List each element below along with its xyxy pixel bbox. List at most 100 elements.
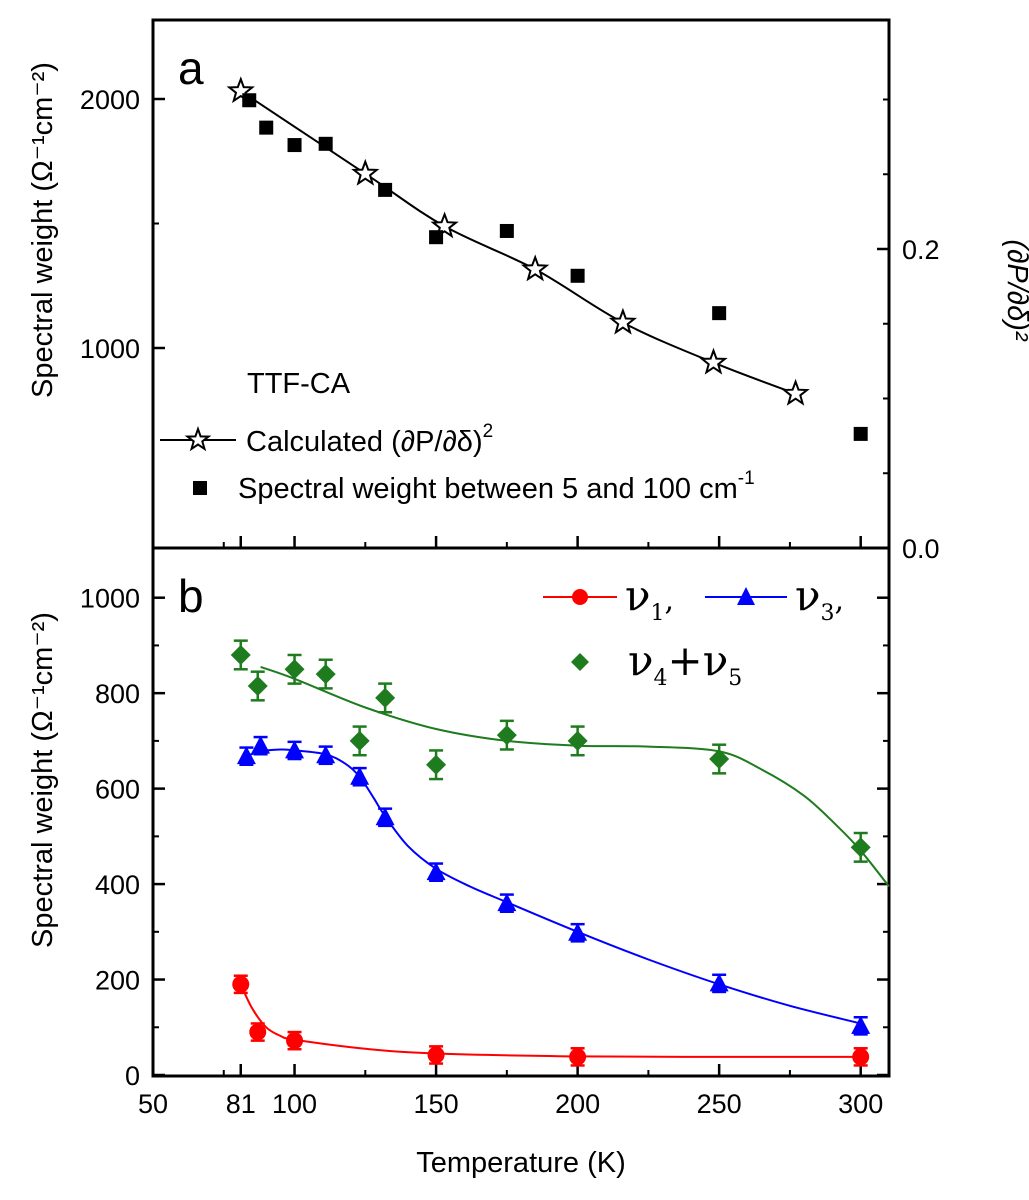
panel-b-letter: b <box>178 570 204 622</box>
calculated-star-point <box>781 378 810 406</box>
spectral-weight-square <box>570 268 585 283</box>
legend-calculated-sup: 2 <box>483 421 494 442</box>
legend-calculated-label: Calculated (∂P/∂δ)2 <box>246 421 493 458</box>
nu45-point <box>496 725 517 746</box>
legend-nu3-label: ν3, <box>795 571 844 626</box>
nu3-point <box>426 862 446 881</box>
nu1-point <box>232 975 250 993</box>
nu45-point <box>567 730 588 751</box>
nu45-fit-line <box>260 665 890 888</box>
nu45-point <box>349 730 370 751</box>
legend-b: ν1, ν3, ν4+ν5 <box>543 571 844 691</box>
calculated-star-point <box>608 307 638 335</box>
nu1-point <box>249 1023 267 1041</box>
nu45-point <box>375 687 396 708</box>
spectral-weight-square <box>287 138 302 153</box>
nu3-point <box>285 740 305 759</box>
nu45-point <box>284 659 305 680</box>
nu3-point <box>316 745 336 764</box>
legend-nu3-symbol: ν <box>795 571 821 620</box>
calculated-star-point <box>226 76 255 104</box>
y-tick-label-b: 400 <box>95 870 140 900</box>
calculated-star-point <box>430 211 459 239</box>
panel-a-letter: a <box>178 42 204 94</box>
nu3-point <box>497 893 517 912</box>
y-tick-label-b: 0 <box>125 1061 140 1091</box>
spectral-weight-square <box>259 120 274 135</box>
nu3-point <box>236 746 256 765</box>
nu3-point <box>251 735 271 754</box>
y-tick-label-b: 200 <box>95 966 140 996</box>
legend-nu45-sub: 4 <box>654 666 668 691</box>
nu45-point <box>230 644 251 665</box>
nu1-fit-line <box>239 983 861 1058</box>
legend-spectral-label: Spectral weight between 5 and 100 cm-1 <box>238 468 755 505</box>
nu3-point <box>709 973 729 992</box>
x-axis-label: Temperature (K) <box>416 1147 626 1179</box>
legend-nu1-symbol: ν <box>625 571 651 620</box>
tick-labels: 50 81 100 150 200 250 300 1000 2000 0.0 0.2 0 200 400… <box>80 85 940 1119</box>
legend-spectral-marker <box>193 481 207 495</box>
nu1-point <box>569 1048 587 1066</box>
x-tick-label: 300 <box>838 1089 883 1119</box>
x-tick-label: 81 <box>226 1089 256 1119</box>
legend-calculated-marker <box>184 425 212 452</box>
y-tick-label-a: 2000 <box>80 85 140 115</box>
nu1-point <box>286 1032 304 1050</box>
nu3-point <box>375 807 395 826</box>
legend-nu45-label: ν4+ν5 <box>628 636 742 691</box>
legend-nu3-sub: 3 <box>821 601 835 626</box>
plot-area-a <box>226 76 868 441</box>
spectral-weight-square <box>712 306 727 321</box>
x-tick-label: 150 <box>414 1089 459 1119</box>
y-tick-label-a: 1000 <box>80 334 140 364</box>
y-tick-label-b: 600 <box>95 775 140 805</box>
nu45-point <box>850 837 871 858</box>
calculated-line <box>240 90 796 395</box>
y-right-tick-label: 0.2 <box>902 235 940 265</box>
legend-nu1-suffix: , <box>665 583 675 618</box>
legend-nu3-marker <box>737 587 755 605</box>
plot-area-b <box>230 639 890 1067</box>
y-axis-label-a: Spectral weight (Ω⁻¹cm⁻²) <box>27 62 59 398</box>
nu1-point <box>852 1048 870 1066</box>
x-tick-label: 100 <box>272 1089 317 1119</box>
legend-nu1-marker <box>572 589 588 605</box>
nu45-point <box>709 749 730 770</box>
panel-a-frame <box>151 18 891 550</box>
legend-nu1-label: ν1, <box>625 571 674 626</box>
calculated-star-point <box>351 158 380 186</box>
y-axis-label-b: Spectral weight (Ω⁻¹cm⁻²) <box>27 612 59 948</box>
panel-b-frame <box>151 546 891 1078</box>
legend-nu45-marker <box>571 653 589 671</box>
spectral-weight-square <box>242 93 257 108</box>
tick-marks <box>151 97 889 1077</box>
nu3-point <box>851 1015 871 1034</box>
nu45-point <box>426 754 447 775</box>
y-tick-label-b: 1000 <box>80 584 140 614</box>
nu3-point <box>568 922 588 941</box>
y-right-tick-label: 0.0 <box>902 534 940 564</box>
spectral-weight-square <box>853 426 868 441</box>
spectral-weight-square <box>499 223 514 238</box>
legend-nu1-sub: 1 <box>651 601 665 626</box>
nu3-fit-line <box>246 748 861 1025</box>
x-tick-label: 200 <box>555 1089 600 1119</box>
calculated-star-point <box>520 254 550 282</box>
legend-nu45-mid: +ν <box>668 636 729 685</box>
y-tick-label-b: 800 <box>95 679 140 709</box>
calculated-star-point <box>699 347 728 375</box>
nu45-point <box>247 676 268 697</box>
nu45-point <box>315 664 336 685</box>
nu1-point <box>427 1046 445 1064</box>
spectral-weight-square <box>429 230 444 245</box>
y-axis-label-right: (∂P/∂δ)² <box>1001 239 1029 341</box>
legend-nu45-sub2: 5 <box>728 666 742 691</box>
legend-a: Calculated (∂P/∂δ)2 Spectral weight betw… <box>160 421 755 505</box>
nu3-point <box>350 766 370 785</box>
legend-spectral-text: Spectral weight between 5 and 100 cm <box>238 473 738 505</box>
x-tick-label: 250 <box>697 1089 742 1119</box>
sample-label: TTF-CA <box>247 368 351 400</box>
spectral-weight-square <box>318 136 333 151</box>
